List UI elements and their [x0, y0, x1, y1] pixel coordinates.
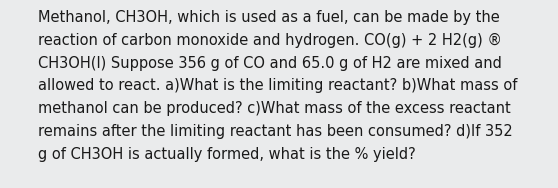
- Text: remains after the limiting reactant has been consumed? d)If 352: remains after the limiting reactant has …: [38, 124, 513, 139]
- Text: Methanol, CH3OH, which is used as a fuel, can be made by the: Methanol, CH3OH, which is used as a fuel…: [38, 10, 500, 25]
- Text: g of CH3OH is actually formed, what is the % yield?: g of CH3OH is actually formed, what is t…: [38, 147, 416, 162]
- Text: allowed to react. a)What is the limiting reactant? b)What mass of: allowed to react. a)What is the limiting…: [38, 78, 517, 93]
- Text: CH3OH(l) Suppose 356 g of CO and 65.0 g of H2 are mixed and: CH3OH(l) Suppose 356 g of CO and 65.0 g …: [38, 56, 502, 71]
- Text: reaction of carbon monoxide and hydrogen. CO(g) + 2 H2(g) ®: reaction of carbon monoxide and hydrogen…: [38, 33, 502, 48]
- Text: methanol can be produced? c)What mass of the excess reactant: methanol can be produced? c)What mass of…: [38, 101, 511, 116]
